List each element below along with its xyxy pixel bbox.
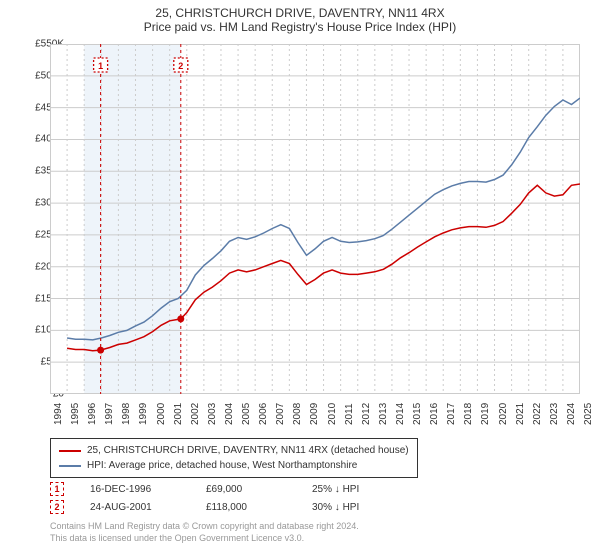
xtick-label: 2016 — [429, 403, 440, 425]
sale-marker-box-1: 1 — [50, 482, 64, 496]
xtick-label: 2003 — [207, 403, 218, 425]
xtick-label: 1996 — [87, 403, 98, 425]
legend-row-property: 25, CHRISTCHURCH DRIVE, DAVENTRY, NN11 4… — [59, 443, 409, 458]
xtick-label: 2010 — [327, 403, 338, 425]
xtick-label: 2024 — [566, 403, 577, 425]
title-block: 25, CHRISTCHURCH DRIVE, DAVENTRY, NN11 4… — [0, 0, 600, 34]
xtick-label: 2008 — [292, 403, 303, 425]
xtick-label: 2022 — [532, 403, 543, 425]
sale-row-1: 1 16-DEC-1996 £69,000 25% ↓ HPI — [50, 480, 359, 498]
sale-pct-1: 25% ↓ HPI — [312, 484, 359, 495]
xtick-label: 2007 — [275, 403, 286, 425]
attribution: Contains HM Land Registry data © Crown c… — [50, 520, 359, 544]
xtick-label: 2012 — [361, 403, 372, 425]
xtick-label: 2018 — [463, 403, 474, 425]
sale-price-2: £118,000 — [206, 502, 286, 513]
xtick-label: 2015 — [412, 403, 423, 425]
title-line-2: Price paid vs. HM Land Registry's House … — [0, 20, 600, 34]
xtick-label: 2001 — [173, 403, 184, 425]
xtick-label: 2021 — [515, 403, 526, 425]
xtick-label: 2025 — [583, 403, 594, 425]
xtick-label: 2020 — [498, 403, 509, 425]
xtick-label: 1997 — [104, 403, 115, 425]
xtick-label: 2004 — [224, 403, 235, 425]
xtick-label: 1998 — [121, 403, 132, 425]
xtick-label: 2000 — [156, 403, 167, 425]
plot-area: 12 — [50, 44, 580, 394]
sale-pct-2: 30% ↓ HPI — [312, 502, 359, 513]
xtick-label: 2013 — [378, 403, 389, 425]
legend-label-hpi: HPI: Average price, detached house, West… — [87, 458, 357, 473]
chart-container: 25, CHRISTCHURCH DRIVE, DAVENTRY, NN11 4… — [0, 0, 600, 560]
attribution-line-2: This data is licensed under the Open Gov… — [50, 532, 359, 544]
svg-text:2: 2 — [178, 61, 183, 71]
legend-row-hpi: HPI: Average price, detached house, West… — [59, 458, 409, 473]
xtick-label: 1994 — [53, 403, 64, 425]
xtick-label: 2014 — [395, 403, 406, 425]
sale-date-2: 24-AUG-2001 — [90, 502, 180, 513]
xtick-label: 2009 — [309, 403, 320, 425]
legend: 25, CHRISTCHURCH DRIVE, DAVENTRY, NN11 4… — [50, 438, 418, 478]
attribution-line-1: Contains HM Land Registry data © Crown c… — [50, 520, 359, 532]
xtick-label: 2023 — [549, 403, 560, 425]
legend-label-property: 25, CHRISTCHURCH DRIVE, DAVENTRY, NN11 4… — [87, 443, 409, 458]
plot-svg: 12 — [50, 44, 580, 394]
legend-swatch-property — [59, 450, 81, 452]
xtick-label: 2017 — [446, 403, 457, 425]
title-line-1: 25, CHRISTCHURCH DRIVE, DAVENTRY, NN11 4… — [0, 6, 600, 20]
xtick-label: 1995 — [70, 403, 81, 425]
sale-price-1: £69,000 — [206, 484, 286, 495]
sale-row-2: 2 24-AUG-2001 £118,000 30% ↓ HPI — [50, 498, 359, 516]
xtick-label: 2019 — [480, 403, 491, 425]
xtick-label: 2006 — [258, 403, 269, 425]
xtick-label: 1999 — [138, 403, 149, 425]
xtick-label: 2005 — [241, 403, 252, 425]
sale-marker-box-2: 2 — [50, 500, 64, 514]
sale-marker-rows: 1 16-DEC-1996 £69,000 25% ↓ HPI 2 24-AUG… — [50, 480, 359, 516]
svg-text:1: 1 — [98, 61, 103, 71]
xtick-label: 2002 — [190, 403, 201, 425]
legend-swatch-hpi — [59, 465, 81, 467]
xtick-label: 2011 — [344, 403, 355, 425]
sale-date-1: 16-DEC-1996 — [90, 484, 180, 495]
